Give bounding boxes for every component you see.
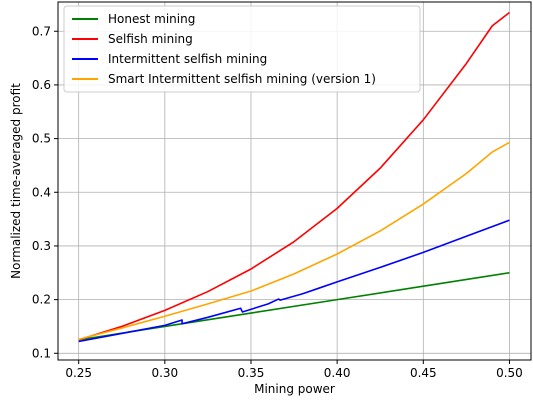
series-line-selfish-mining xyxy=(78,11,510,341)
y-tick-label: 0.1 xyxy=(32,346,51,360)
x-tick-label: 0.25 xyxy=(65,366,92,380)
series-lines xyxy=(78,11,510,343)
x-tick-label: 0.30 xyxy=(151,366,178,380)
x-tick-label: 0.40 xyxy=(324,366,351,380)
x-tick-label: 0.45 xyxy=(410,366,437,380)
legend-label: Intermittent selfish mining xyxy=(108,52,267,66)
y-tick-label: 0.5 xyxy=(32,132,51,146)
legend-label: Smart Intermittent selfish mining (versi… xyxy=(108,72,376,86)
y-tick-label: 0.3 xyxy=(32,239,51,253)
y-tick-label: 0.2 xyxy=(32,293,51,307)
y-tick-label: 0.4 xyxy=(32,185,51,199)
series-line-smart-intermittent-selfish-mining-version-1 xyxy=(78,141,510,341)
x-tick-label: 0.35 xyxy=(238,366,265,380)
y-axis-label: Normalized time-averaged profit xyxy=(9,83,23,279)
x-axis-label: Mining power xyxy=(254,382,335,396)
legend-box xyxy=(63,5,421,93)
legend: Honest mining Selfish mining Intermittent … xyxy=(63,5,421,93)
y-tick-label: 0.6 xyxy=(32,78,51,92)
plot-frame xyxy=(57,1,532,361)
y-tick-label: 0.7 xyxy=(32,24,51,38)
axis-ticks: 0.25 0.30 0.35 0.40 0.45 0.50 0.1 0.2 0.3 0.4 0.5 0… xyxy=(32,24,523,380)
x-tick-label: 0.50 xyxy=(496,366,523,380)
legend-label: Selfish mining xyxy=(108,32,193,46)
series-line-intermittent-selfish-mining xyxy=(78,219,510,343)
legend-label: Honest mining xyxy=(108,12,195,26)
